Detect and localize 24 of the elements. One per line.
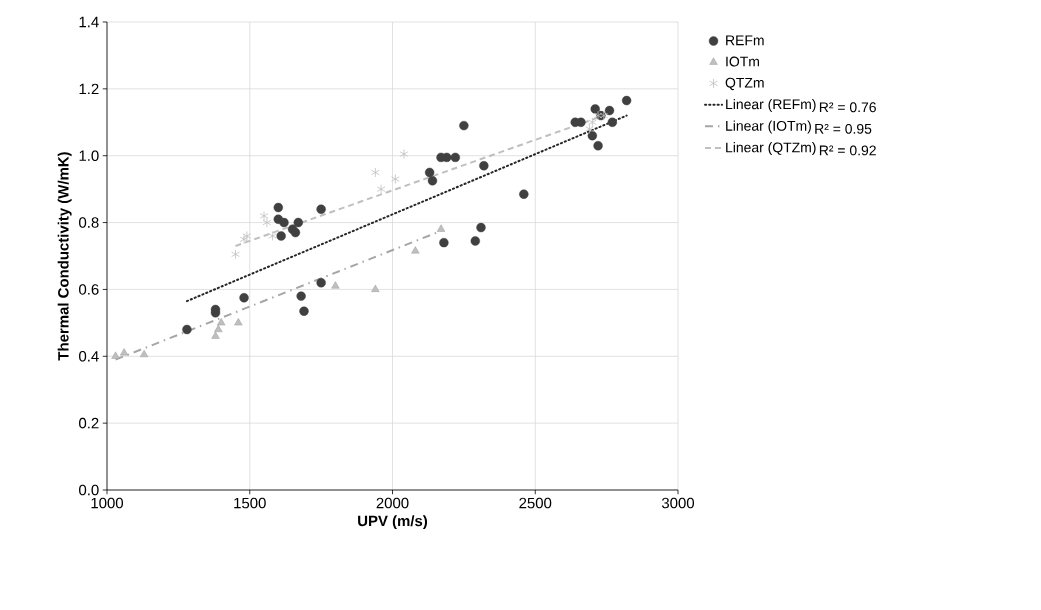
x-tick-label: 1500 xyxy=(234,497,266,509)
x-tick-label: 1000 xyxy=(91,497,124,509)
legend-label: Linear (REFm) xyxy=(726,98,816,112)
legend-label: QTZm xyxy=(725,77,764,91)
legend-label: Linear (QTZm) xyxy=(726,142,816,156)
x-tick-label: 2500 xyxy=(519,497,552,509)
y-tick-label: 0.2 xyxy=(79,417,99,429)
y-tick-label: 1.2 xyxy=(79,83,99,95)
y-tick-label: 0.4 xyxy=(79,350,99,362)
y-tick-label: 0.6 xyxy=(79,284,99,295)
text: R² = 0.92 xyxy=(819,145,876,156)
x-tick-label: 3000 xyxy=(661,497,695,509)
legend-label: Linear (IOTm) xyxy=(726,120,811,134)
y-tick-label: 0.8 xyxy=(79,217,99,228)
text: R² = 0.76 xyxy=(819,102,876,113)
x-axis-title: UPV (m/s) xyxy=(358,515,428,530)
y-tick-label: 0.0 xyxy=(79,484,99,496)
legend-label: REFm xyxy=(726,35,764,46)
x-tick-label: 2000 xyxy=(376,497,409,509)
y-tick-label: 1.0 xyxy=(79,150,99,161)
y-axis-title: Thermal Conductivity (W/mK) xyxy=(57,152,72,361)
y-tick-label: 1.4 xyxy=(79,16,99,28)
legend-label: IOTm xyxy=(726,56,759,67)
text: R² = 0.95 xyxy=(815,123,872,134)
